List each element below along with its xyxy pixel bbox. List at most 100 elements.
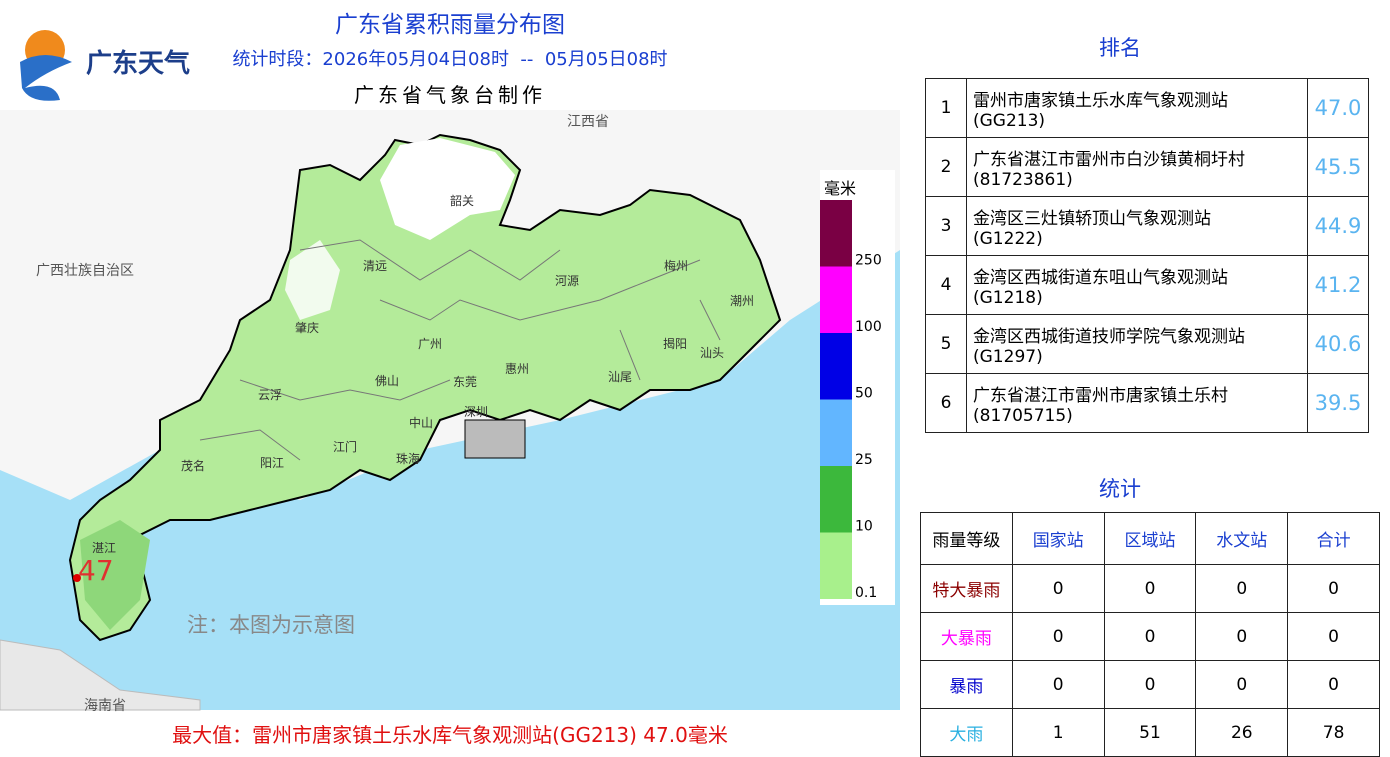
station-code: (G1297) (973, 346, 1043, 367)
map-title: 广东省累积雨量分布图 (335, 12, 565, 38)
hainan (0, 639, 201, 711)
no-rain-area (380, 138, 515, 240)
city-label: 湛江 (92, 541, 116, 555)
city-label: 梅州 (664, 258, 688, 273)
logo-icon (20, 30, 72, 101)
guangdong (68, 133, 782, 642)
city-label: 韶关 (450, 193, 474, 208)
max-station (73, 574, 81, 582)
station-count: 78 (1287, 708, 1380, 757)
rain-level: 大雨 (920, 708, 1013, 757)
city-label: 惠州 (505, 362, 529, 376)
rank: 6 (925, 373, 967, 433)
city-label: 深圳 (464, 405, 488, 419)
legend-label: 50 (855, 386, 873, 402)
station-name: 雷州市唐家镇土乐水库气象观测站 (973, 90, 1228, 111)
station-count: 0 (1287, 660, 1380, 709)
ranking-row: 4 金湾区西城街道东咀山气象观测站 (G1218) 41.2 (925, 255, 1369, 315)
station-name: 广东省湛江市雷州市唐家镇土乐村 (973, 385, 1228, 406)
legend-unit: 毫米 (824, 179, 856, 198)
stats-title: 统计 (1099, 477, 1141, 501)
rank: 2 (925, 137, 967, 197)
hong-kong (464, 419, 526, 459)
stats-header-cell: 雨量等级 (920, 512, 1013, 565)
station-code: (81723861) (973, 169, 1073, 190)
city-label: 河源 (555, 274, 579, 288)
station-name: 金湾区三灶镇轿顶山气象观测站 (973, 208, 1211, 229)
station-count: 0 (1287, 612, 1380, 661)
station-code: (G1218) (973, 287, 1043, 308)
light-rain-area (285, 240, 340, 320)
city-label: 佛山 (375, 374, 399, 388)
rain-level: 暴雨 (920, 660, 1013, 709)
city-label: 汕尾 (608, 370, 632, 384)
station-count: 0 (1011, 612, 1105, 661)
max-text: 最大值：雷州市唐家镇土乐水库气象观测站(GG213) 47.0毫米 (172, 723, 728, 747)
ranking-title: 排名 (1099, 36, 1141, 60)
neighbor-label: 广西壮族自治区 (36, 263, 134, 279)
station-count: 0 (1103, 660, 1197, 709)
station-count: 0 (1195, 612, 1289, 661)
city-label: 汕头 (700, 346, 724, 360)
city-label: 揭阳 (663, 336, 687, 351)
rain-value: 45.5 (1307, 137, 1369, 197)
station-count: 1 (1011, 708, 1105, 757)
legend-label: 250 (855, 253, 882, 269)
neighbor-label: 江西省 (567, 114, 609, 130)
rain-value: 39.5 (1307, 373, 1369, 433)
station-cell: 金湾区西城街道技师学院气象观测站 (G1297) (966, 314, 1308, 374)
ranking-row: 2 广东省湛江市雷州市白沙镇黄桐圩村 (81723861) 45.5 (925, 137, 1369, 197)
ranking-row: 1 雷州市唐家镇土乐水库气象观测站 (GG213) 47.0 (925, 78, 1369, 138)
station-cell: 金湾区三灶镇轿顶山气象观测站 (G1222) (966, 196, 1308, 256)
legend-band (820, 266, 852, 333)
ranking-row: 3 金湾区三灶镇轿顶山气象观测站 (G1222) 44.9 (925, 196, 1369, 256)
station-cell: 雷州市唐家镇土乐水库气象观测站 (GG213) (966, 78, 1308, 138)
station-count: 0 (1011, 660, 1105, 709)
station-code: (G1222) (973, 228, 1043, 249)
city-label: 阳江 (260, 456, 284, 470)
station-count: 0 (1011, 564, 1105, 613)
rank: 3 (925, 196, 967, 256)
heavier-rain-area (80, 520, 150, 630)
stats-table: 雨量等级 国家站 区域站 水文站 合计 特大暴雨 0 0 0 0 大暴雨 0 0 0 0 暴雨 0 0 0 0 大雨 1 5… (920, 512, 1380, 757)
legend-label: 100 (855, 319, 882, 335)
city-label: 清远 (363, 259, 387, 273)
stats-row: 大雨 1 51 26 78 (920, 708, 1380, 757)
stats-row: 暴雨 0 0 0 0 (920, 660, 1380, 709)
rank: 5 (925, 314, 967, 374)
rank: 1 (925, 78, 967, 138)
station-name: 金湾区西城街道技师学院气象观测站 (973, 326, 1245, 347)
city-label: 广州 (418, 337, 442, 351)
neighbor-label: 海南省 (84, 698, 126, 714)
station-name: 金湾区西城街道东咀山气象观测站 (973, 267, 1228, 288)
map-note: 注：本图为示意图 (187, 613, 355, 637)
station-cell: 广东省湛江市雷州市唐家镇土乐村 (81705715) (966, 373, 1308, 433)
city-borders (199, 239, 721, 461)
station-count: 26 (1195, 708, 1289, 757)
station-count: 0 (1103, 564, 1197, 613)
ranking-row: 6 广东省湛江市雷州市唐家镇土乐村 (81705715) 39.5 (925, 373, 1369, 433)
city-label: 东莞 (453, 375, 477, 389)
legend-band (820, 333, 852, 400)
station-count: 0 (1287, 564, 1380, 613)
stats-header: 雨量等级 国家站 区域站 水文站 合计 (920, 512, 1380, 565)
station-cell: 金湾区西城街道东咀山气象观测站 (G1218) (966, 255, 1308, 315)
legend-band (820, 399, 852, 466)
ranking-table: 1 雷州市唐家镇土乐水库气象观测站 (GG213) 47.0 2 广东省湛江市雷州市白沙镇… (925, 78, 1369, 433)
sea (0, 250, 900, 710)
max-marker: 47 (78, 554, 114, 587)
logo-text: 广东天气 (86, 48, 190, 79)
station-code: (81705715) (973, 405, 1073, 426)
stats-header-cell: 水文站 (1195, 512, 1289, 565)
stats-header-cell: 合计 (1287, 512, 1380, 565)
city-label: 中山 (409, 415, 433, 430)
rain-value: 44.9 (1307, 196, 1369, 256)
legend-band (820, 466, 852, 533)
rain-value: 40.6 (1307, 314, 1369, 374)
legend-band (820, 532, 852, 599)
legend-label: 25 (855, 452, 873, 468)
header-band (0, 0, 900, 108)
rank: 4 (925, 255, 967, 315)
